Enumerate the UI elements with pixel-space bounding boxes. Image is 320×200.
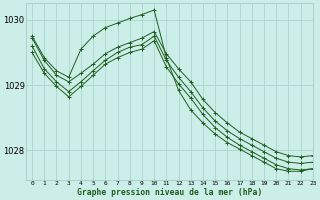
X-axis label: Graphe pression niveau de la mer (hPa): Graphe pression niveau de la mer (hPa) — [77, 188, 262, 197]
